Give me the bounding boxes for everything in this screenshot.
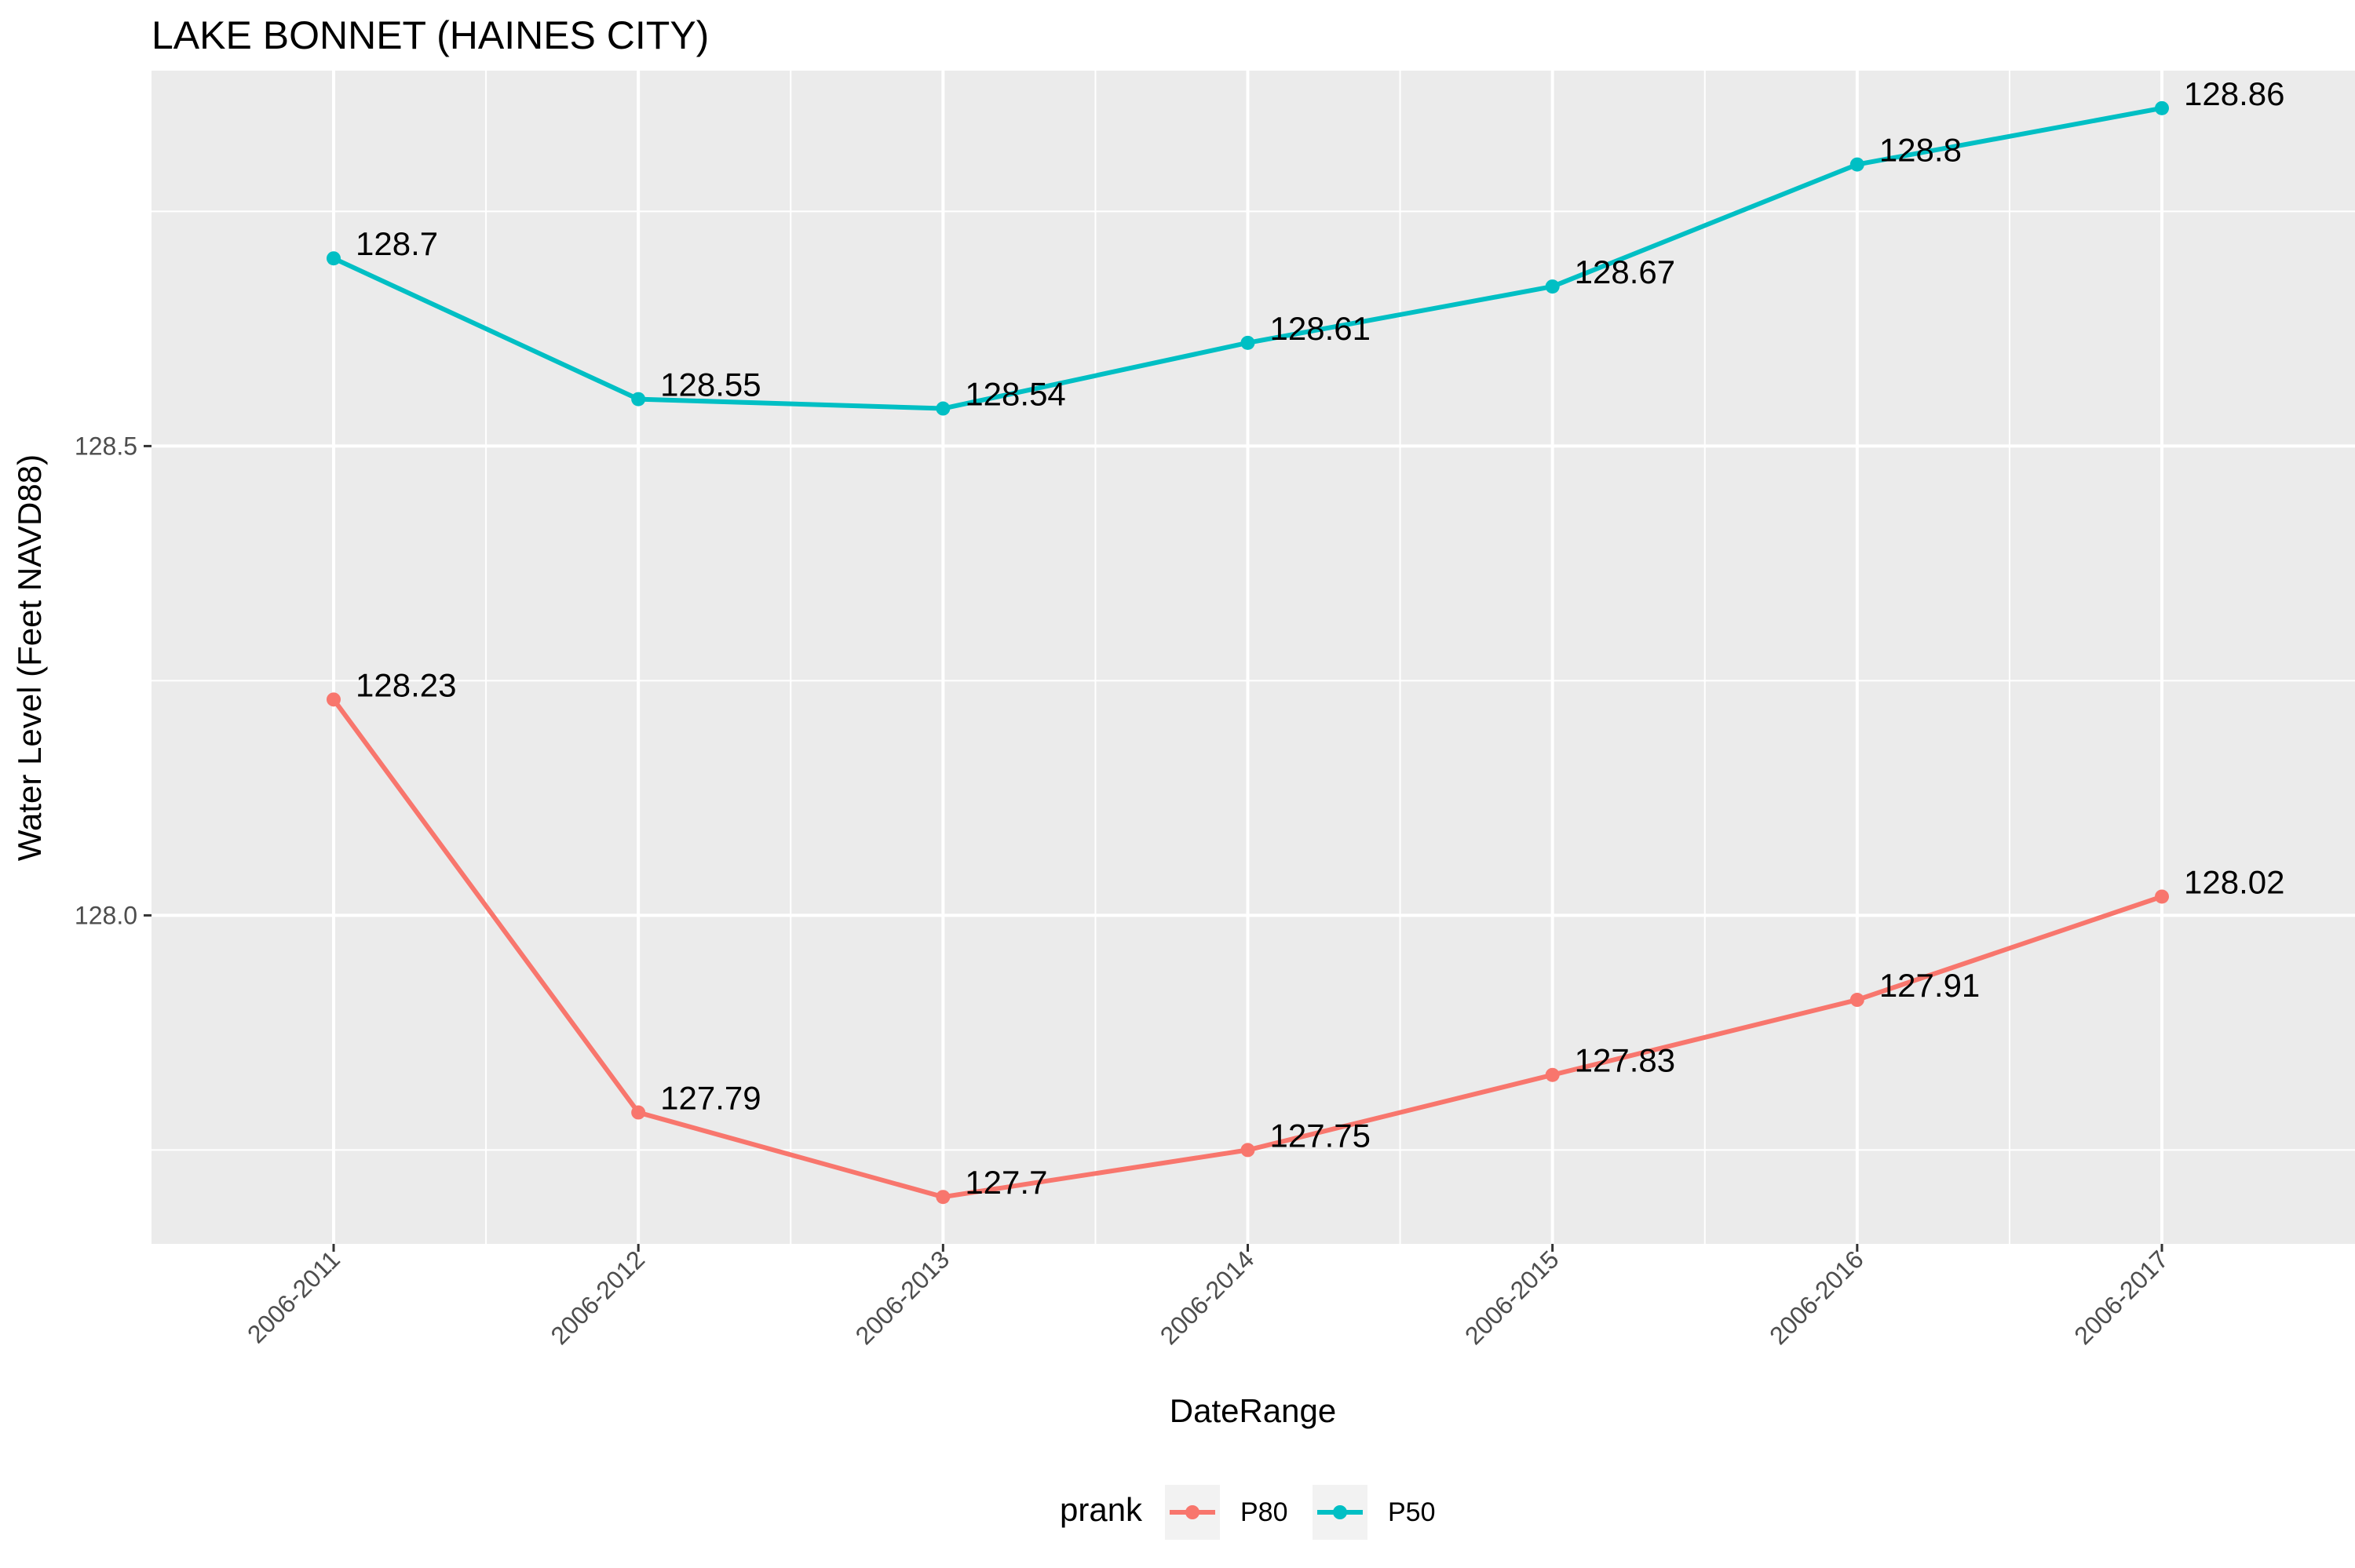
legend-key-p80-point	[1185, 1505, 1199, 1519]
grid-lines	[152, 71, 2355, 1244]
legend-key-p50-point	[1333, 1505, 1347, 1519]
data-labels: 128.23 127.79 127.7 127.75 127.83 127.91 128.0…	[356, 75, 2284, 1201]
data-point-p50	[2155, 100, 2169, 115]
data-point-p80	[1849, 993, 1864, 1008]
data-label-p80: 127.91	[1879, 967, 1980, 1004]
data-label-p50: 128.61	[1270, 310, 1371, 347]
data-label-p50: 128.55	[660, 366, 761, 403]
data-label-p50: 128.54	[965, 376, 1065, 413]
y-tick-label: 128.5	[75, 432, 137, 460]
data-point-p80	[2155, 889, 2169, 904]
data-point-p50	[1240, 335, 1255, 350]
data-label-p80: 127.79	[660, 1080, 761, 1117]
data-label-p50: 128.86	[2184, 75, 2284, 112]
data-label-p50: 128.67	[1575, 253, 1675, 290]
data-point-p80	[936, 1190, 951, 1205]
legend-label-p50: P50	[1388, 1497, 1436, 1527]
data-point-p50	[1545, 279, 1560, 294]
data-point-p50	[936, 401, 951, 416]
y-axis-title: Water Level (Feet NAVD88)	[11, 454, 48, 861]
data-point-p80	[631, 1105, 646, 1120]
legend-title: prank	[1060, 1491, 1143, 1528]
data-label-p80: 127.75	[1270, 1117, 1371, 1154]
x-tick-label: 2006-2013	[850, 1245, 955, 1350]
data-label-p50: 128.8	[1879, 132, 1962, 169]
data-label-p80: 128.23	[356, 666, 456, 703]
data-label-p80: 127.7	[965, 1164, 1047, 1201]
x-tick-label: 2006-2011	[242, 1245, 345, 1348]
x-tick-label: 2006-2014	[1155, 1245, 1260, 1350]
plot-panel	[152, 71, 2355, 1244]
data-label-p80: 127.83	[1575, 1042, 1675, 1079]
data-label-p50: 128.7	[356, 225, 438, 262]
x-tick-label: 2006-2015	[1459, 1245, 1565, 1350]
data-point-p50	[631, 392, 646, 407]
x-axis-title: DateRange	[1170, 1392, 1336, 1429]
data-point-p80	[1240, 1143, 1255, 1158]
data-point-p80	[1545, 1067, 1560, 1082]
chart-title: LAKE BONNET (HAINES CITY)	[152, 13, 709, 57]
legend: prank P80 P50	[1060, 1485, 1436, 1540]
y-tick-label: 128.0	[75, 901, 137, 929]
data-point-p80	[327, 692, 341, 707]
data-point-p50	[1849, 157, 1864, 172]
series-layer	[327, 100, 2169, 1205]
data-label-p80: 128.02	[2184, 863, 2284, 900]
x-tick-label: 2006-2012	[545, 1245, 650, 1350]
x-tick-label: 2006-2017	[2068, 1245, 2174, 1350]
data-point-p50	[327, 251, 341, 266]
legend-label-p80: P80	[1240, 1497, 1288, 1527]
x-tick-label: 2006-2016	[1764, 1245, 1869, 1350]
